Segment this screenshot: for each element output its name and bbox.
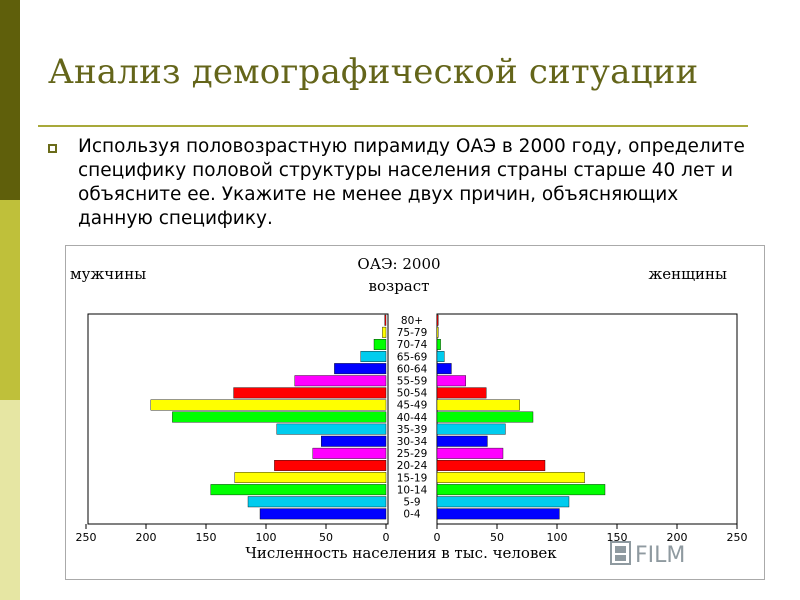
x-tick-label: 250 bbox=[76, 531, 97, 544]
age-label-75-79: 75-79 bbox=[397, 327, 428, 339]
slide-title: Анализ демографической ситуации bbox=[48, 52, 699, 92]
age-label-15-19: 15-19 bbox=[397, 472, 428, 484]
title-divider bbox=[38, 125, 748, 127]
age-label-20-24: 20-24 bbox=[397, 460, 428, 472]
age-label-0-4: 0-4 bbox=[403, 509, 420, 521]
left-label: мужчины bbox=[70, 265, 146, 283]
female-bar-15-19 bbox=[436, 472, 585, 484]
x-axis-label: Численность населения в тыс. человек bbox=[245, 544, 557, 562]
female-bar-20-24 bbox=[436, 459, 546, 471]
female-bar-40-44 bbox=[436, 411, 534, 423]
female-bar-10-14 bbox=[436, 484, 606, 496]
side-band-top bbox=[0, 0, 20, 200]
female-bar-65-69 bbox=[436, 351, 445, 363]
right-label: женщины bbox=[648, 265, 727, 283]
x-tick-label: 50 bbox=[490, 531, 504, 544]
male-plot-frame bbox=[87, 313, 389, 525]
x-tick-label: 250 bbox=[727, 531, 748, 544]
male-bar-40-44 bbox=[172, 411, 387, 423]
male-bar-45-49 bbox=[150, 399, 387, 411]
male-bar-65-69 bbox=[360, 351, 387, 363]
age-label-65-69: 65-69 bbox=[397, 351, 428, 363]
age-label-35-39: 35-39 bbox=[397, 424, 428, 436]
male-bar-60-64 bbox=[334, 363, 387, 375]
male-bar-20-24 bbox=[274, 459, 387, 471]
male-bar-15-19 bbox=[234, 472, 387, 484]
side-band-bottom bbox=[0, 400, 20, 600]
age-label-45-49: 45-49 bbox=[397, 400, 428, 412]
x-tick-label: 100 bbox=[547, 531, 568, 544]
female-bar-35-39 bbox=[436, 423, 506, 435]
film-icon bbox=[610, 541, 631, 565]
female-bar-30-34 bbox=[436, 435, 488, 447]
bullet-text: Используя половозрастную пирамиду ОАЭ в … bbox=[78, 136, 745, 229]
chart-title: ОАЭ: 2000 bbox=[357, 255, 440, 273]
x-tick-label: 50 bbox=[319, 531, 333, 544]
female-bar-5-9 bbox=[436, 496, 570, 508]
x-tick-label: 200 bbox=[136, 531, 157, 544]
x-tick-label: 150 bbox=[196, 531, 217, 544]
age-label-10-14: 10-14 bbox=[397, 484, 428, 496]
male-bar-10-14 bbox=[210, 484, 387, 496]
x-tick-label: 150 bbox=[607, 531, 628, 544]
x-tick-label: 0 bbox=[434, 531, 441, 544]
female-bar-25-29 bbox=[436, 447, 504, 459]
male-bar-80+ bbox=[384, 314, 387, 326]
female-bar-70-74 bbox=[436, 338, 441, 350]
female-bar-45-49 bbox=[436, 399, 521, 411]
x-tick-label: 100 bbox=[256, 531, 277, 544]
female-bar-55-59 bbox=[436, 375, 466, 387]
male-bar-50-54 bbox=[233, 387, 387, 399]
age-label-25-29: 25-29 bbox=[397, 448, 428, 460]
male-bar-0-4 bbox=[259, 508, 387, 520]
female-bar-80+ bbox=[436, 314, 439, 326]
population-pyramid-chart: мужчины женщины ОАЭ: 2000 возраст 80+75-… bbox=[70, 255, 748, 568]
female-bar-0-4 bbox=[436, 508, 560, 520]
male-bar-35-39 bbox=[276, 423, 387, 435]
age-label-60-64: 60-64 bbox=[397, 363, 428, 375]
male-bar-5-9 bbox=[247, 496, 387, 508]
male-bar-75-79 bbox=[382, 326, 387, 338]
chart-subtitle: возраст bbox=[369, 277, 430, 295]
male-bar-25-29 bbox=[312, 447, 387, 459]
male-bar-30-34 bbox=[320, 435, 387, 447]
age-label-55-59: 55-59 bbox=[397, 376, 428, 388]
x-tick-label: 200 bbox=[667, 531, 688, 544]
age-label-80+: 80+ bbox=[401, 315, 423, 327]
age-label-30-34: 30-34 bbox=[397, 436, 428, 448]
age-label-70-74: 70-74 bbox=[397, 339, 428, 351]
age-label-40-44: 40-44 bbox=[397, 412, 428, 424]
male-bar-55-59 bbox=[294, 375, 387, 387]
female-bar-75-79 bbox=[436, 326, 439, 338]
watermark-text: FILM bbox=[635, 543, 685, 568]
age-label-50-54: 50-54 bbox=[397, 388, 428, 400]
female-bar-60-64 bbox=[436, 363, 452, 375]
x-tick-label: 0 bbox=[383, 531, 390, 544]
age-label-5-9: 5-9 bbox=[403, 497, 420, 509]
female-bar-50-54 bbox=[436, 387, 487, 399]
side-band-middle bbox=[0, 200, 20, 400]
population-pyramid-panel: мужчины женщины ОАЭ: 2000 возраст 80+ 75-… bbox=[65, 245, 765, 580]
bullet-square-icon bbox=[48, 144, 57, 153]
male-bar-70-74 bbox=[373, 338, 387, 350]
